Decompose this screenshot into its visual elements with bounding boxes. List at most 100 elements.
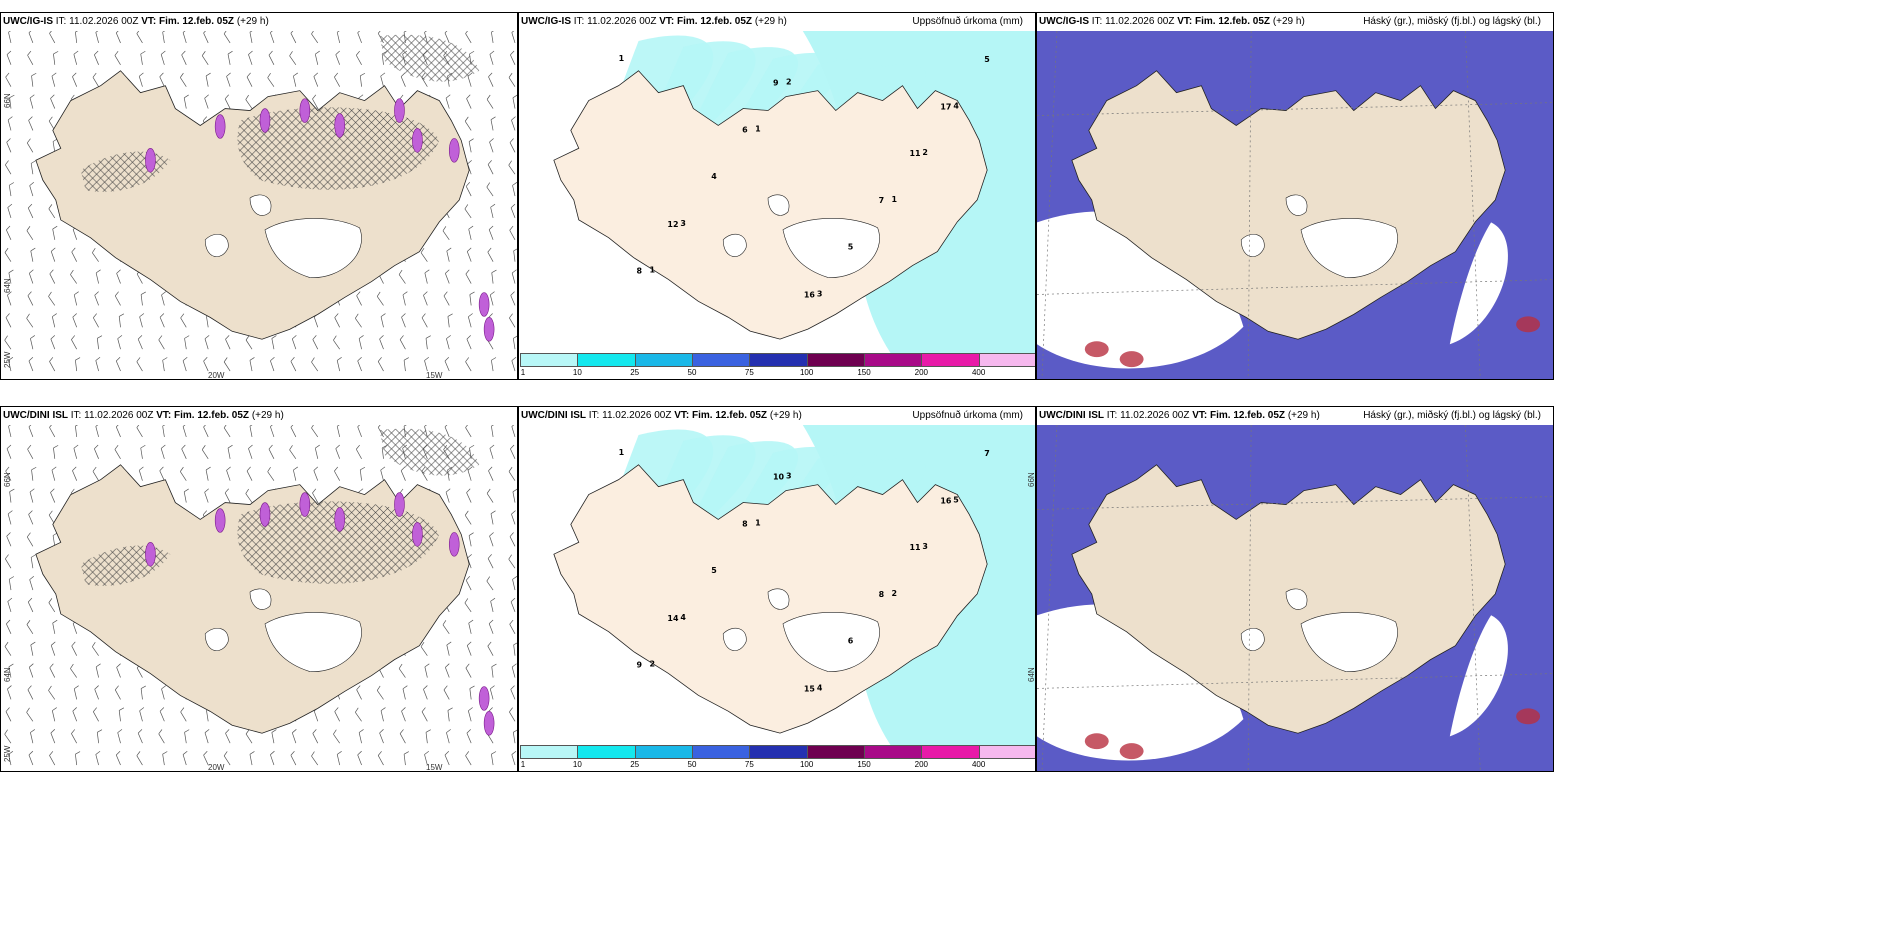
wind-barb	[223, 425, 231, 438]
wind-barb	[313, 72, 319, 87]
precip-value: 11	[909, 543, 920, 552]
colorbar-tick-label: 25	[630, 760, 640, 769]
lat-label: 64N	[1027, 667, 1036, 682]
precip-cell	[412, 128, 423, 153]
precip-value: 16	[940, 497, 952, 506]
wind-barb	[270, 31, 275, 44]
wind-barb	[359, 72, 366, 87]
wind-barb	[421, 707, 428, 722]
wind-barb	[94, 685, 99, 700]
wind-barb	[29, 488, 35, 503]
wind-barb	[401, 313, 406, 328]
wind-barb	[73, 50, 79, 65]
high-cloud-cell	[1516, 708, 1541, 725]
wind-barb	[26, 707, 34, 722]
wind-barb	[51, 466, 57, 481]
glacier	[722, 627, 747, 651]
wind-barb	[29, 181, 35, 197]
precip-value: 9	[637, 660, 643, 669]
precip-value: 16	[804, 290, 816, 299]
precip-cells	[145, 492, 495, 736]
colorbar-tick-label: 200	[914, 368, 929, 377]
wind-barb	[312, 488, 319, 503]
wind-barb	[95, 425, 101, 438]
wind-barb	[377, 357, 384, 372]
wind-barb	[510, 444, 516, 459]
wind-barb	[183, 488, 189, 503]
wind-barb	[9, 94, 15, 109]
wind-barb	[465, 31, 472, 44]
cloud-panel-row2: UWC/DINI ISL IT: 11.02.2026 00Z VT: Fim.…	[1036, 406, 1554, 772]
precip-cell	[478, 686, 490, 711]
wind-barb	[268, 50, 275, 65]
lon-label: 20W	[208, 763, 225, 772]
wind-barb	[509, 138, 516, 153]
wind-barb	[377, 751, 384, 766]
wind-barb	[8, 751, 14, 766]
precip-cell	[299, 98, 311, 123]
wind-barb	[357, 356, 362, 372]
wind-barb	[486, 94, 494, 109]
wind-barb	[26, 532, 34, 547]
wind-barb	[50, 247, 56, 262]
wind-barb	[245, 335, 253, 350]
colorbar-tick-label: 100	[799, 368, 814, 377]
precip-map: 1 1 1 1 2 2 3 3 4 4 5 5 6 7 8 9 11 12 16 17	[519, 31, 1035, 353]
wind-barb	[73, 291, 79, 306]
wind-barb	[246, 72, 253, 87]
precip-value: 2	[786, 78, 792, 87]
wind-barb	[271, 335, 277, 350]
latitude-line	[1037, 279, 1553, 295]
wind-barb	[72, 466, 78, 481]
wind-barb	[180, 72, 187, 87]
wind-barb	[28, 31, 34, 44]
wind-barb	[424, 750, 430, 766]
wind-barb	[5, 313, 12, 328]
wind-barb	[29, 575, 35, 591]
wind-barb	[490, 116, 496, 131]
wind-barb	[8, 357, 14, 372]
precip-cell	[259, 108, 271, 133]
wind-barb	[512, 94, 517, 109]
precip-cell	[214, 114, 226, 139]
colorbar-swatch	[864, 745, 923, 759]
wind-barb	[512, 576, 517, 591]
panel-title: UWC/DINI ISL IT: 11.02.2026 00Z VT: Fim.…	[1, 407, 517, 425]
precip-cell	[259, 502, 271, 527]
wind-barb	[26, 138, 34, 153]
wind-barb	[140, 444, 146, 459]
wind-barb	[203, 356, 209, 372]
wind-barb	[184, 335, 190, 350]
precip-cell	[483, 317, 495, 342]
colorbar-tick-label: 50	[687, 368, 697, 377]
wind-barb	[50, 488, 56, 503]
precip-cell	[145, 542, 156, 567]
wind-barb	[27, 203, 34, 219]
iceland-landmass	[1071, 464, 1506, 734]
wind-barb	[357, 750, 362, 766]
wind-barb	[72, 313, 78, 328]
wind-barb	[50, 335, 56, 350]
wind-barb	[268, 444, 275, 459]
colorbar-swatch	[692, 353, 751, 367]
wind-barb	[223, 357, 231, 372]
glacier	[249, 194, 272, 216]
wind-barb	[334, 72, 340, 87]
wind-barb	[205, 72, 211, 87]
wind-barb	[50, 729, 56, 744]
latitude-line	[1037, 673, 1553, 689]
wind-barb	[203, 425, 209, 438]
wind-barb	[379, 335, 384, 350]
wind-barb	[425, 335, 431, 350]
wind-barb	[469, 685, 475, 700]
wind-barb	[30, 641, 36, 656]
wind-barb	[75, 357, 81, 372]
wind-barb	[509, 619, 516, 634]
iceland-landmass	[553, 70, 988, 340]
wind-barb	[379, 729, 384, 744]
cloud-map	[1037, 31, 1553, 379]
colorbar-tick-label: 200	[914, 760, 929, 769]
wind-barb	[442, 620, 450, 634]
panel-variable-title: Uppsöfnuð úrkoma (mm)	[912, 410, 1023, 421]
wind-barb	[49, 663, 56, 678]
